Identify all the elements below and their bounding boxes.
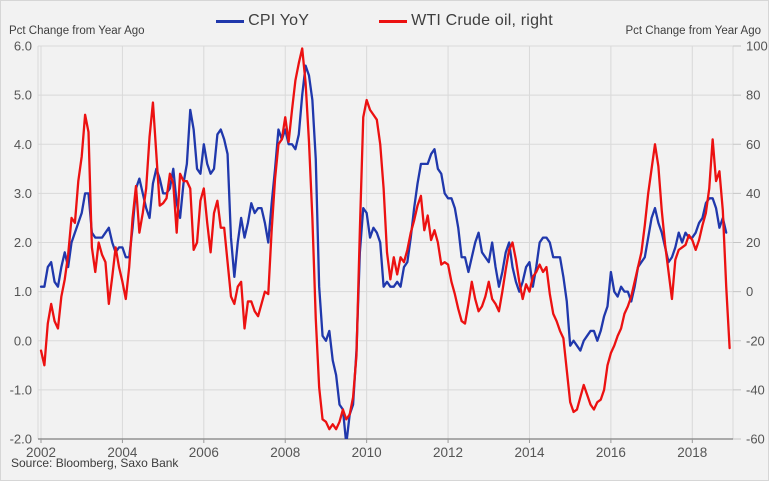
svg-text:2018: 2018: [677, 445, 707, 460]
svg-text:2014: 2014: [514, 445, 545, 460]
svg-text:1.0: 1.0: [14, 284, 32, 299]
svg-text:2010: 2010: [352, 445, 382, 460]
svg-text:-20: -20: [746, 333, 765, 348]
legend-item-wti: WTI Crude oil, right: [379, 12, 553, 30]
svg-text:2006: 2006: [189, 445, 219, 460]
svg-text:2002: 2002: [26, 445, 56, 460]
wti-line-swatch-icon: [379, 19, 408, 23]
svg-text:100: 100: [746, 39, 768, 54]
svg-text:2016: 2016: [596, 445, 626, 460]
svg-text:6.0: 6.0: [14, 39, 32, 54]
svg-text:0.0: 0.0: [14, 333, 32, 348]
svg-text:2008: 2008: [270, 445, 300, 460]
wti-line: [39, 47, 731, 431]
svg-text:0: 0: [746, 284, 753, 299]
svg-text:2004: 2004: [107, 445, 138, 460]
legend-item-cpi: CPI YoY: [216, 12, 309, 30]
svg-text:2012: 2012: [433, 445, 463, 460]
svg-text:80: 80: [746, 88, 760, 103]
gridlines: [37, 45, 741, 443]
axis-tick-labels: 6.0 5.0 4.0 3.0 2.0 1.0 0.0 -1.0 -2.0 100 80 60 40 20…: [10, 39, 768, 461]
cpi-line: [39, 64, 728, 439]
svg-text:-40: -40: [746, 382, 765, 397]
svg-text:-1.0: -1.0: [10, 382, 32, 397]
legend-label-wti: WTI Crude oil, right: [411, 12, 553, 29]
svg-text:20: 20: [746, 235, 760, 250]
svg-text:-2.0: -2.0: [10, 432, 32, 447]
svg-text:-60: -60: [746, 432, 765, 447]
cpi-line-swatch-icon: [216, 19, 245, 23]
right-axis-title: Pct Change from Year Ago: [625, 25, 761, 37]
svg-text:3.0: 3.0: [14, 186, 32, 201]
svg-text:2.0: 2.0: [14, 235, 32, 250]
chart-legend: CPI YoY WTI Crude oil, right: [1, 9, 768, 33]
svg-text:40: 40: [746, 186, 760, 201]
svg-text:5.0: 5.0: [14, 88, 32, 103]
left-axis-title: Pct Change from Year Ago: [9, 25, 145, 37]
svg-text:60: 60: [746, 137, 760, 152]
source-note: Source: Bloomberg, Saxo Bank: [11, 456, 179, 470]
legend-label-cpi: CPI YoY: [248, 12, 310, 29]
svg-text:4.0: 4.0: [14, 137, 32, 152]
